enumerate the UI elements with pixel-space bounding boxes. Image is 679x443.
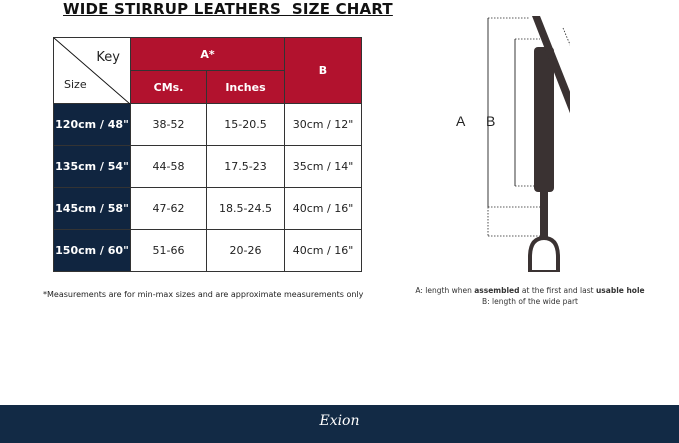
caption-a-mid: at the first and last: [519, 286, 596, 295]
table-row: 135cm / 54" 44-58 17.5-23 35cm / 14": [53, 145, 362, 188]
stirrup-leather-diagram: A B: [456, 16, 570, 272]
header-b: B: [284, 37, 362, 104]
caption-b: B: length of the wide part: [481, 297, 578, 306]
cell-b: 40cm / 16": [284, 229, 362, 272]
cell-cms: 47-62: [130, 187, 207, 230]
table-row: 150cm / 60" 51-66 20-26 40cm / 16": [53, 229, 362, 272]
size-chart-table: Key Size A* B CMs. Inches 120cm / 48" 38-…: [53, 37, 362, 272]
brand-logo: Exion: [319, 413, 360, 429]
subheader-inches: Inches: [206, 70, 285, 104]
table-row: 120cm / 48" 38-52 15-20.5 30cm / 12": [53, 103, 362, 146]
header-a: A*: [130, 37, 285, 71]
cell-inches: 18.5-24.5: [206, 187, 285, 230]
label-a: A: [456, 113, 466, 129]
corner-key: Key: [96, 50, 120, 65]
table-row: 145cm / 58" 47-62 18.5-24.5 40cm / 16": [53, 187, 362, 230]
page-title: WIDE STIRRUP LEATHERS SIZE CHART: [63, 0, 393, 18]
cell-size: 150cm / 60": [53, 229, 131, 272]
measurement-note: *Measurements are for min-max sizes and …: [43, 290, 364, 299]
cell-size: 120cm / 48": [53, 103, 131, 146]
corner-size: Size: [64, 78, 87, 91]
footer-band: Exion: [0, 405, 679, 443]
diagram-caption: A: length when assembled at the first an…: [395, 285, 665, 307]
cell-inches: 15-20.5: [206, 103, 285, 146]
cell-inches: 20-26: [206, 229, 285, 272]
cell-size: 145cm / 58": [53, 187, 131, 230]
caption-a-bold2: usable hole: [595, 286, 645, 295]
caption-a-bold1: assembled: [474, 286, 520, 295]
cell-b: 35cm / 14": [284, 145, 362, 188]
cell-b: 30cm / 12": [284, 103, 362, 146]
cell-cms: 51-66: [130, 229, 207, 272]
cell-inches: 17.5-23: [206, 145, 285, 188]
label-b: B: [486, 113, 495, 129]
corner-cell: Key Size: [53, 37, 131, 104]
caption-a-text: A: length when: [415, 286, 475, 295]
cell-b: 40cm / 16": [284, 187, 362, 230]
cell-size: 135cm / 54": [53, 145, 131, 188]
subheader-cms: CMs.: [130, 70, 207, 104]
cell-cms: 38-52: [130, 103, 207, 146]
cell-cms: 44-58: [130, 145, 207, 188]
